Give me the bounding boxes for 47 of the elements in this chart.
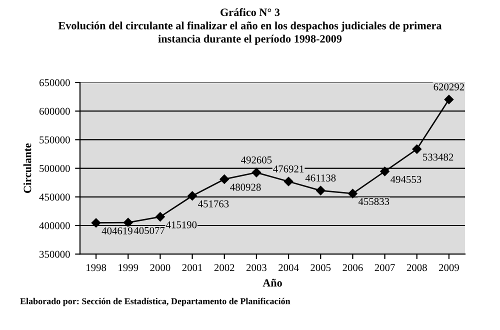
x-tick-label: 2009 xyxy=(439,264,459,272)
point xyxy=(412,144,422,154)
point xyxy=(156,212,165,222)
x-tick-label: 2003 xyxy=(246,264,266,272)
y-tick-label: 650000 xyxy=(39,79,70,86)
data-label: 451763 xyxy=(198,200,229,208)
y-tick-label: 500000 xyxy=(40,164,70,172)
x-tick-label: 2002 xyxy=(214,264,234,272)
data-label: 415190 xyxy=(166,221,197,228)
point xyxy=(91,218,101,228)
x-tick-label: 2000 xyxy=(150,264,170,272)
data-label: 492605 xyxy=(241,156,272,164)
x-tick-label: 1998 xyxy=(86,264,106,272)
point xyxy=(380,166,390,176)
data-label: 404619 xyxy=(102,227,132,234)
data-label: 455833 xyxy=(358,198,390,206)
y-tick-label: 450000 xyxy=(39,194,70,201)
x-tick-label: 2004 xyxy=(278,264,299,272)
text: Elaborado por: Sección de Estadística, Departamento de Planificación xyxy=(20,298,290,306)
y-tick-label: 600000 xyxy=(39,108,70,115)
x-tick-label: 2005 xyxy=(310,264,331,272)
y-tick-label: 350000 xyxy=(40,250,70,258)
x-tick-label: 2008 xyxy=(406,264,427,272)
x-tick-label: 2006 xyxy=(342,264,363,272)
y-tick-label: 400000 xyxy=(39,222,70,230)
y-axis-title: Circulante xyxy=(23,143,32,193)
point xyxy=(124,218,133,228)
point xyxy=(284,176,294,186)
data-label: 494553 xyxy=(390,176,422,183)
chart-title: Gráfico N° 3 Evolución del circulante al finalizar el año en los despachos judiciales de primera instancia durante el período 1998-2009 xyxy=(58,8,442,45)
data-label: 476921 xyxy=(273,165,304,172)
point xyxy=(348,188,358,198)
y-tick-label: 550000 xyxy=(40,136,70,144)
x-tick-label: 2001 xyxy=(182,264,202,272)
data-label: 461138 xyxy=(305,174,336,182)
point xyxy=(188,191,197,201)
x-tick-label: 2007 xyxy=(374,264,395,272)
data-label: 480928 xyxy=(230,184,261,191)
point xyxy=(316,186,326,196)
x-axis-title: Año xyxy=(262,278,282,287)
data-label: 533482 xyxy=(423,154,454,161)
point xyxy=(444,94,454,104)
point xyxy=(252,168,262,178)
x-tick-label: 1999 xyxy=(118,264,138,272)
data-label: 620292 xyxy=(434,83,464,90)
point xyxy=(220,174,229,184)
data-label: 405077 xyxy=(134,227,165,234)
